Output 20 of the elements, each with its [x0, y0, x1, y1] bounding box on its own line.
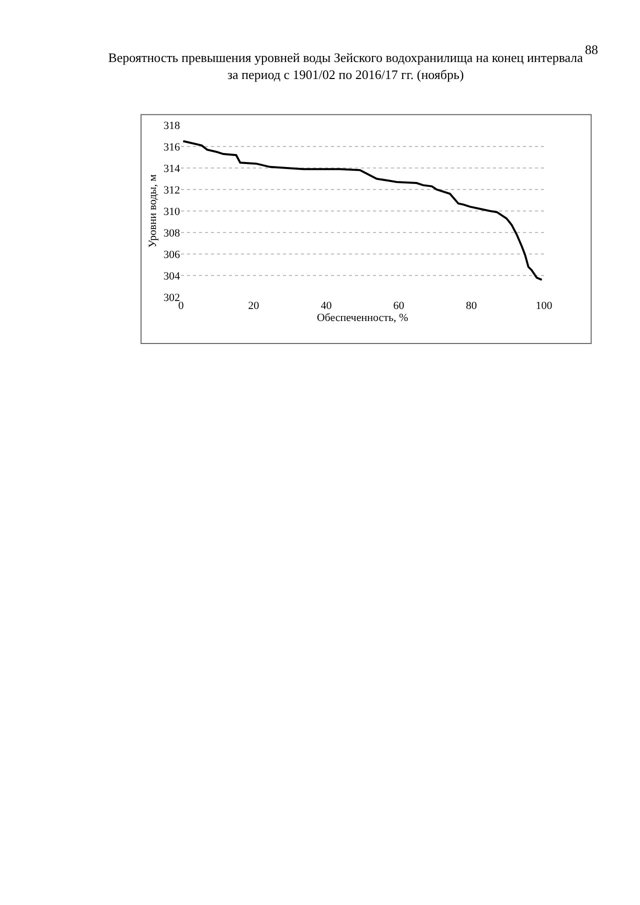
x-axis-title: Обеспеченность, %: [316, 312, 408, 324]
y-tick-label: 308: [164, 227, 180, 240]
y-tick-label: 302: [164, 292, 180, 304]
x-tick-label: 80: [466, 300, 478, 312]
y-tick-label: 310: [164, 206, 180, 218]
x-tick-label: 60: [393, 300, 405, 312]
y-tick-label: 304: [164, 270, 180, 282]
text: 88: [585, 42, 598, 57]
x-tick-label: 100: [536, 300, 553, 312]
chart-title: Вероятность превышения уровней воды Зейского водохранилища на конец интервала за период с 1901/02 по 2016/17 гг. (ноябрь): [108, 50, 584, 82]
x-tick-label: 20: [248, 300, 260, 312]
y-tick-label: 316: [164, 141, 180, 154]
y-tick-label: 312: [164, 184, 180, 196]
y-tick-label: 314: [164, 162, 180, 175]
line-series: [182, 140, 543, 281]
x-tick-label: 0: [178, 300, 184, 312]
y-tick-label: 306: [164, 248, 180, 261]
y-tick-label: 318: [164, 120, 180, 132]
x-tick-label: 40: [320, 300, 332, 312]
y-axis-title: Уровни воды, м: [147, 174, 160, 248]
